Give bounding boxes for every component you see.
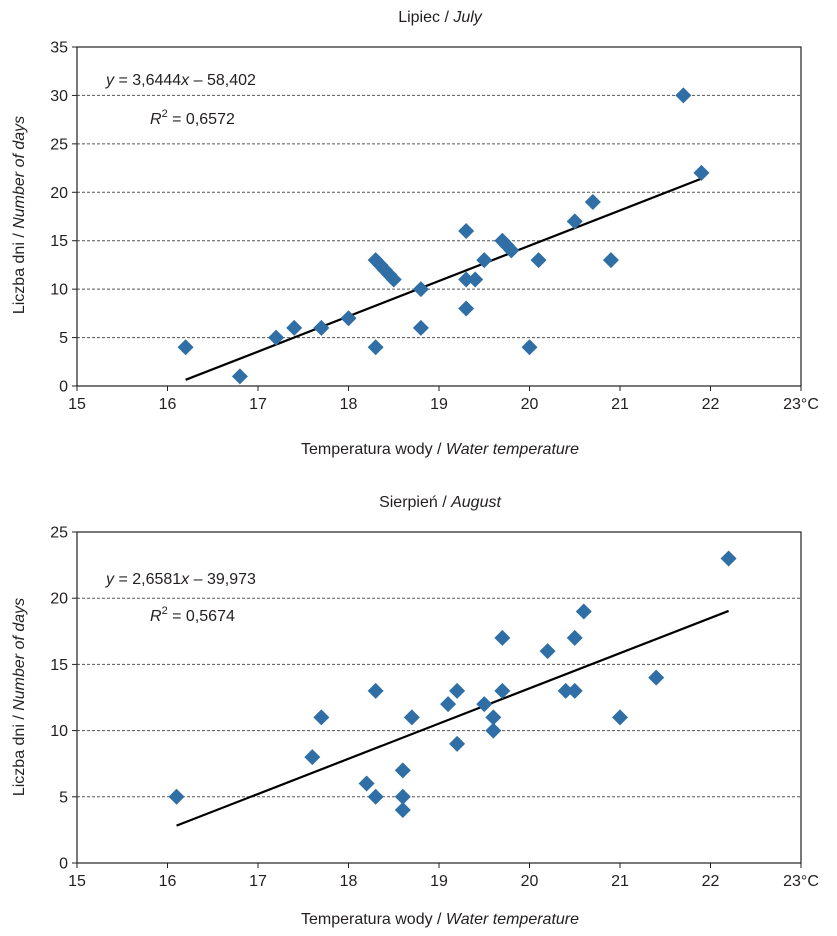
data-point	[394, 802, 411, 819]
r-squared: R2 = 0,6572	[150, 108, 235, 128]
plot-frame	[76, 531, 802, 864]
data-point	[485, 709, 502, 726]
data-point	[268, 329, 285, 346]
chart-title: Lipiec / July	[398, 9, 483, 26]
y-tick-label: 0	[59, 856, 68, 873]
y-tick-label: 20	[50, 591, 68, 608]
data-point	[286, 319, 303, 336]
x-tick-label: 17	[249, 396, 267, 413]
data-point	[449, 682, 466, 699]
data-point	[458, 223, 475, 240]
data-point	[358, 775, 375, 792]
data-point	[403, 709, 420, 726]
data-point	[575, 603, 592, 620]
data-point	[304, 749, 321, 766]
data-point	[693, 164, 710, 181]
data-point	[458, 271, 475, 288]
data-point	[566, 682, 583, 699]
y-tick-label: 25	[50, 136, 68, 153]
data-point	[385, 271, 402, 288]
x-tick-label: 20	[521, 873, 539, 890]
regression-equation: y = 2,6581x – 39,973	[105, 571, 256, 588]
data-point	[485, 722, 502, 739]
x-tick-label: 17	[249, 873, 267, 890]
data-point	[367, 788, 384, 805]
x-tick-label: 19	[430, 396, 448, 413]
data-point	[720, 550, 737, 567]
y-tick-label: 30	[50, 88, 68, 105]
y-axis-label: Liczba dni / Number of days	[11, 116, 28, 314]
trendline	[185, 177, 702, 381]
data-point	[476, 252, 493, 269]
x-tick-label: 23°C	[783, 873, 819, 890]
chart-title: Sierpień / August	[379, 494, 501, 511]
data-point	[177, 339, 194, 356]
chart-august: Sierpień / August Temperatura wody / Wat…	[11, 494, 819, 928]
data-point	[313, 709, 330, 726]
y-tick-label: 25	[50, 525, 68, 542]
data-point	[412, 281, 429, 298]
x-tick-label: 23°C	[783, 396, 819, 413]
data-point	[602, 252, 619, 269]
x-tick-label: 21	[611, 873, 629, 890]
data-point	[367, 682, 384, 699]
data-point	[476, 696, 493, 713]
y-axis-label: Liczba dni / Number of days	[11, 598, 28, 796]
r-squared: R2 = 0,5674	[150, 605, 235, 625]
x-tick-label: 18	[340, 873, 358, 890]
x-tick-label: 18	[340, 396, 358, 413]
data-point	[648, 669, 665, 686]
data-point	[566, 213, 583, 230]
data-point	[467, 271, 484, 288]
data-point	[313, 319, 330, 336]
y-tick-label: 10	[50, 723, 68, 740]
data-point	[494, 629, 511, 646]
data-point	[530, 252, 547, 269]
x-tick-label: 16	[159, 396, 177, 413]
chart-july: Lipiec / July Temperatura wody / Water t…	[11, 9, 819, 458]
data-point	[440, 696, 457, 713]
x-tick-label: 20	[521, 396, 539, 413]
x-tick-label: 16	[159, 873, 177, 890]
x-tick-label: 15	[68, 873, 86, 890]
data-point	[494, 682, 511, 699]
data-point	[449, 735, 466, 752]
data-point	[539, 643, 556, 660]
x-tick-label: 15	[68, 396, 86, 413]
plot-frame	[76, 46, 802, 387]
data-point	[503, 242, 520, 259]
y-tick-label: 15	[50, 233, 68, 250]
data-point	[168, 788, 185, 805]
x-tick-label: 21	[611, 396, 629, 413]
data-point	[458, 300, 475, 317]
trendline	[176, 609, 729, 827]
y-tick-label: 0	[59, 379, 68, 396]
data-point	[521, 339, 538, 356]
data-point	[566, 629, 583, 646]
x-tick-label: 19	[430, 873, 448, 890]
y-tick-label: 15	[50, 657, 68, 674]
data-point	[584, 193, 601, 210]
x-tick-label: 22	[702, 396, 720, 413]
data-point	[394, 788, 411, 805]
data-point	[612, 709, 628, 726]
x-tick-label: 22	[702, 873, 720, 890]
y-tick-label: 35	[50, 40, 68, 57]
data-point	[675, 87, 692, 104]
y-tick-label: 10	[50, 282, 68, 299]
data-point	[367, 339, 384, 356]
y-tick-label: 5	[59, 789, 68, 806]
regression-equation: y = 3,6444x – 58,402	[105, 72, 256, 89]
y-tick-label: 5	[59, 330, 68, 347]
data-point	[412, 319, 429, 336]
data-point	[394, 762, 411, 779]
x-axis-label: Temperatura wody / Water temperature	[301, 441, 579, 458]
data-point	[557, 682, 574, 699]
data-point	[340, 310, 357, 327]
y-tick-label: 20	[50, 185, 68, 202]
x-axis-label: Temperatura wody / Water temperature	[301, 911, 579, 928]
data-point	[231, 368, 248, 385]
